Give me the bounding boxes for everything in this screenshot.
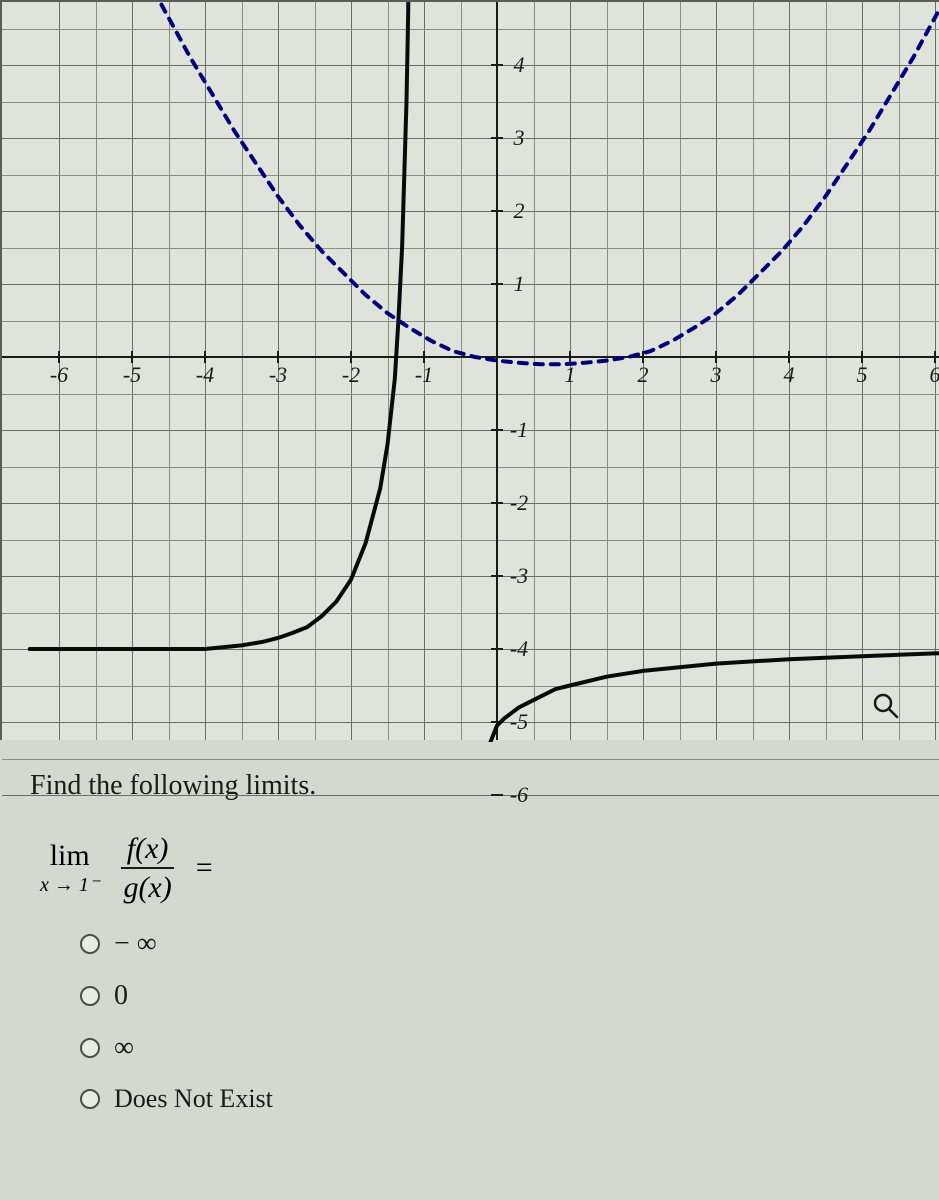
radio-icon[interactable]	[80, 1089, 100, 1109]
option-infinity[interactable]: ∞	[80, 1032, 909, 1064]
solid-curve-right	[479, 653, 939, 742]
y-tick-label: 5	[514, 0, 525, 5]
radio-icon[interactable]	[80, 1038, 100, 1058]
option-zero[interactable]: 0	[80, 980, 909, 1012]
coordinate-graph: -6-5-4-3-2-1123456-6-5-4-3-2-112345	[0, 0, 939, 740]
option-label: − ∞	[114, 928, 157, 960]
equals-sign: =	[196, 851, 213, 885]
denominator: g(x)	[117, 869, 177, 904]
option-label: 0	[114, 980, 128, 1012]
radio-icon[interactable]	[80, 986, 100, 1006]
limit-expression: lim x → 1⁻ f(x) g(x) =	[30, 832, 909, 904]
solid-curve-left	[30, 2, 410, 649]
option-dne[interactable]: Does Not Exist	[80, 1084, 909, 1114]
dashed-curve	[125, 2, 939, 364]
lim-symbol: lim x → 1⁻	[40, 841, 99, 895]
magnify-icon[interactable]	[872, 692, 900, 726]
question-prompt: Find the following limits.	[30, 770, 909, 802]
radio-icon[interactable]	[80, 934, 100, 954]
option-neg-infinity[interactable]: − ∞	[80, 928, 909, 960]
numerator: f(x)	[121, 832, 175, 869]
fraction: f(x) g(x)	[117, 832, 177, 904]
option-label: Does Not Exist	[114, 1084, 273, 1114]
answer-options: − ∞ 0 ∞ Does Not Exist	[30, 928, 909, 1114]
curves-layer	[2, 2, 939, 742]
question-block: Find the following limits. lim x → 1⁻ f(…	[0, 740, 939, 1144]
option-label: ∞	[114, 1032, 134, 1064]
